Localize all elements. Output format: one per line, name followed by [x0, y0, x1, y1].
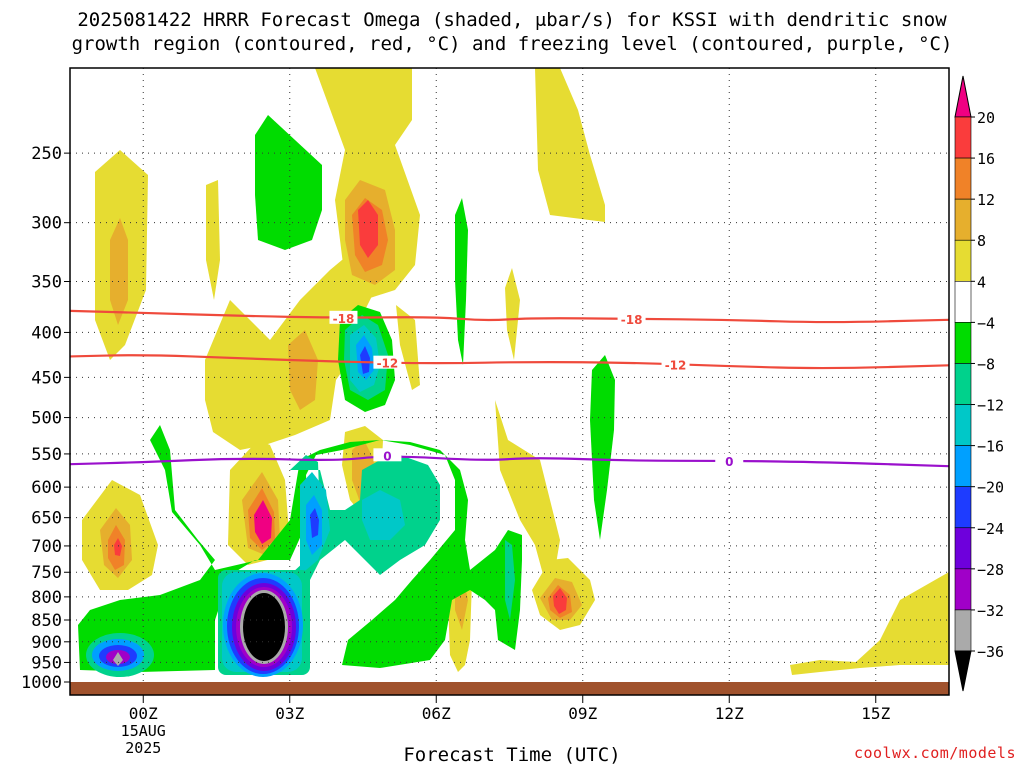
colorbar-label-4: −20	[977, 479, 1004, 497]
colorbar-label-1: −32	[977, 602, 1004, 620]
contour-label-0-0: -18	[333, 312, 355, 326]
colorbar-label-7: −8	[977, 355, 995, 373]
omega-band-neg20-neg24	[310, 346, 370, 538]
plot-frame	[69, 67, 950, 696]
contour-label-bg-0-0	[329, 310, 358, 324]
colorbar-segment-8	[954, 445, 972, 487]
y-tick-label-900: 900	[31, 633, 62, 653]
colorbar-top-arrow	[954, 75, 972, 118]
x-tick-label-12Z: 12Z	[715, 704, 744, 723]
colorbar-segment-3	[954, 239, 972, 282]
y-tick-label-350: 350	[31, 272, 62, 292]
colorbar-segment-1	[954, 157, 972, 200]
colorbar-segment-4	[954, 281, 972, 323]
colorbar-segment-0	[954, 116, 972, 159]
colorbar-segment-7	[954, 404, 972, 446]
y-tick-label-750: 750	[31, 563, 62, 583]
y-tick-label-550: 550	[31, 445, 62, 465]
colorbar-segment-6	[954, 363, 972, 405]
omega-band-16-20	[114, 200, 567, 614]
colorbar-label-0: −36	[977, 643, 1004, 661]
colorbar-segment-12	[954, 609, 972, 652]
chart-title-line1: 2025081422 HRRR Forecast Omega (shaded, …	[77, 9, 947, 31]
contour-label-0-1: -18	[621, 313, 643, 327]
x-tick-label-15Z: 15Z	[861, 704, 890, 723]
colorbar-label-6: −12	[977, 397, 1004, 415]
y-tick-label-1000: 1000	[21, 673, 62, 693]
y-tick-label-250: 250	[31, 144, 62, 164]
y-tick-label-700: 700	[31, 537, 62, 557]
colorbar-segment-11	[954, 568, 972, 611]
contour-label-2-1: 0	[725, 455, 733, 469]
x-axis-title: Forecast Time (UTC)	[403, 744, 621, 766]
colorbar-label-13: 20	[977, 109, 995, 127]
omega-low-left-bottom	[86, 633, 154, 677]
contour-label-bg-1-0	[373, 355, 402, 369]
temperature-contours: -18 -18 -12 -12 0 0	[69, 309, 950, 469]
x-date-line1: 15AUG	[121, 722, 166, 740]
colorbar-segment-5	[954, 322, 972, 364]
omega-low-strong-core	[218, 570, 310, 677]
x-date-line2: 2025	[125, 739, 161, 757]
omega-shading	[78, 68, 949, 677]
colorbar-segment-9	[954, 486, 972, 529]
colorbar-label-8: −4	[977, 314, 995, 332]
chart-title-line2: growth region (contoured, red, °C) and f…	[71, 33, 953, 55]
grid-lines	[70, 68, 949, 682]
contour-label-bg-1-1	[661, 357, 690, 371]
x-tick-label-00Z: 00Z	[129, 704, 158, 723]
colorbar: −36 −32 −28 −24 −20 −16 −12 −8 −4 4 8 12 16 20	[954, 75, 1004, 692]
colorbar-segment-10	[954, 527, 972, 570]
y-tick-label-850: 850	[31, 611, 62, 631]
y-tick-label-950: 950	[31, 653, 62, 673]
contour-label-bg-0-1	[617, 311, 646, 325]
x-tick-label-03Z: 03Z	[275, 704, 304, 723]
colorbar-label-10: 8	[977, 232, 986, 250]
contour-label-1-1: -12	[665, 358, 687, 372]
colorbar-label-5: −16	[977, 438, 1004, 456]
contour-line-1	[69, 354, 950, 370]
contour-line-0	[69, 309, 950, 324]
y-tick-label-650: 650	[31, 509, 62, 529]
contour-label-bg-2-1	[715, 453, 744, 467]
contour-label-bg-2-0	[373, 448, 402, 462]
contour-label-2-0: 0	[383, 449, 391, 463]
y-tick-label-400: 400	[31, 323, 62, 343]
colorbar-label-9: 4	[977, 273, 986, 291]
x-tick-label-06Z: 06Z	[422, 704, 451, 723]
contour-label-1-0: -12	[377, 357, 399, 371]
source-credit: coolwx.com/models	[853, 744, 1016, 762]
colorbar-label-11: 12	[977, 191, 995, 209]
y-tick-label-300: 300	[31, 214, 62, 234]
ground-strip	[70, 682, 949, 695]
colorbar-segment-2	[954, 198, 972, 241]
colorbar-label-3: −24	[977, 520, 1004, 538]
colorbar-label-2: −28	[977, 561, 1004, 579]
colorbar-label-12: 16	[977, 150, 995, 168]
x-tick-label-09Z: 09Z	[568, 704, 597, 723]
y-tick-label-450: 450	[31, 368, 62, 388]
y-tick-label-600: 600	[31, 478, 62, 498]
y-tick-label-500: 500	[31, 409, 62, 429]
y-tick-label-800: 800	[31, 588, 62, 608]
y-axis: 2503003504004505005506006507007508008509…	[21, 144, 70, 693]
colorbar-bottom-arrow	[954, 650, 972, 692]
